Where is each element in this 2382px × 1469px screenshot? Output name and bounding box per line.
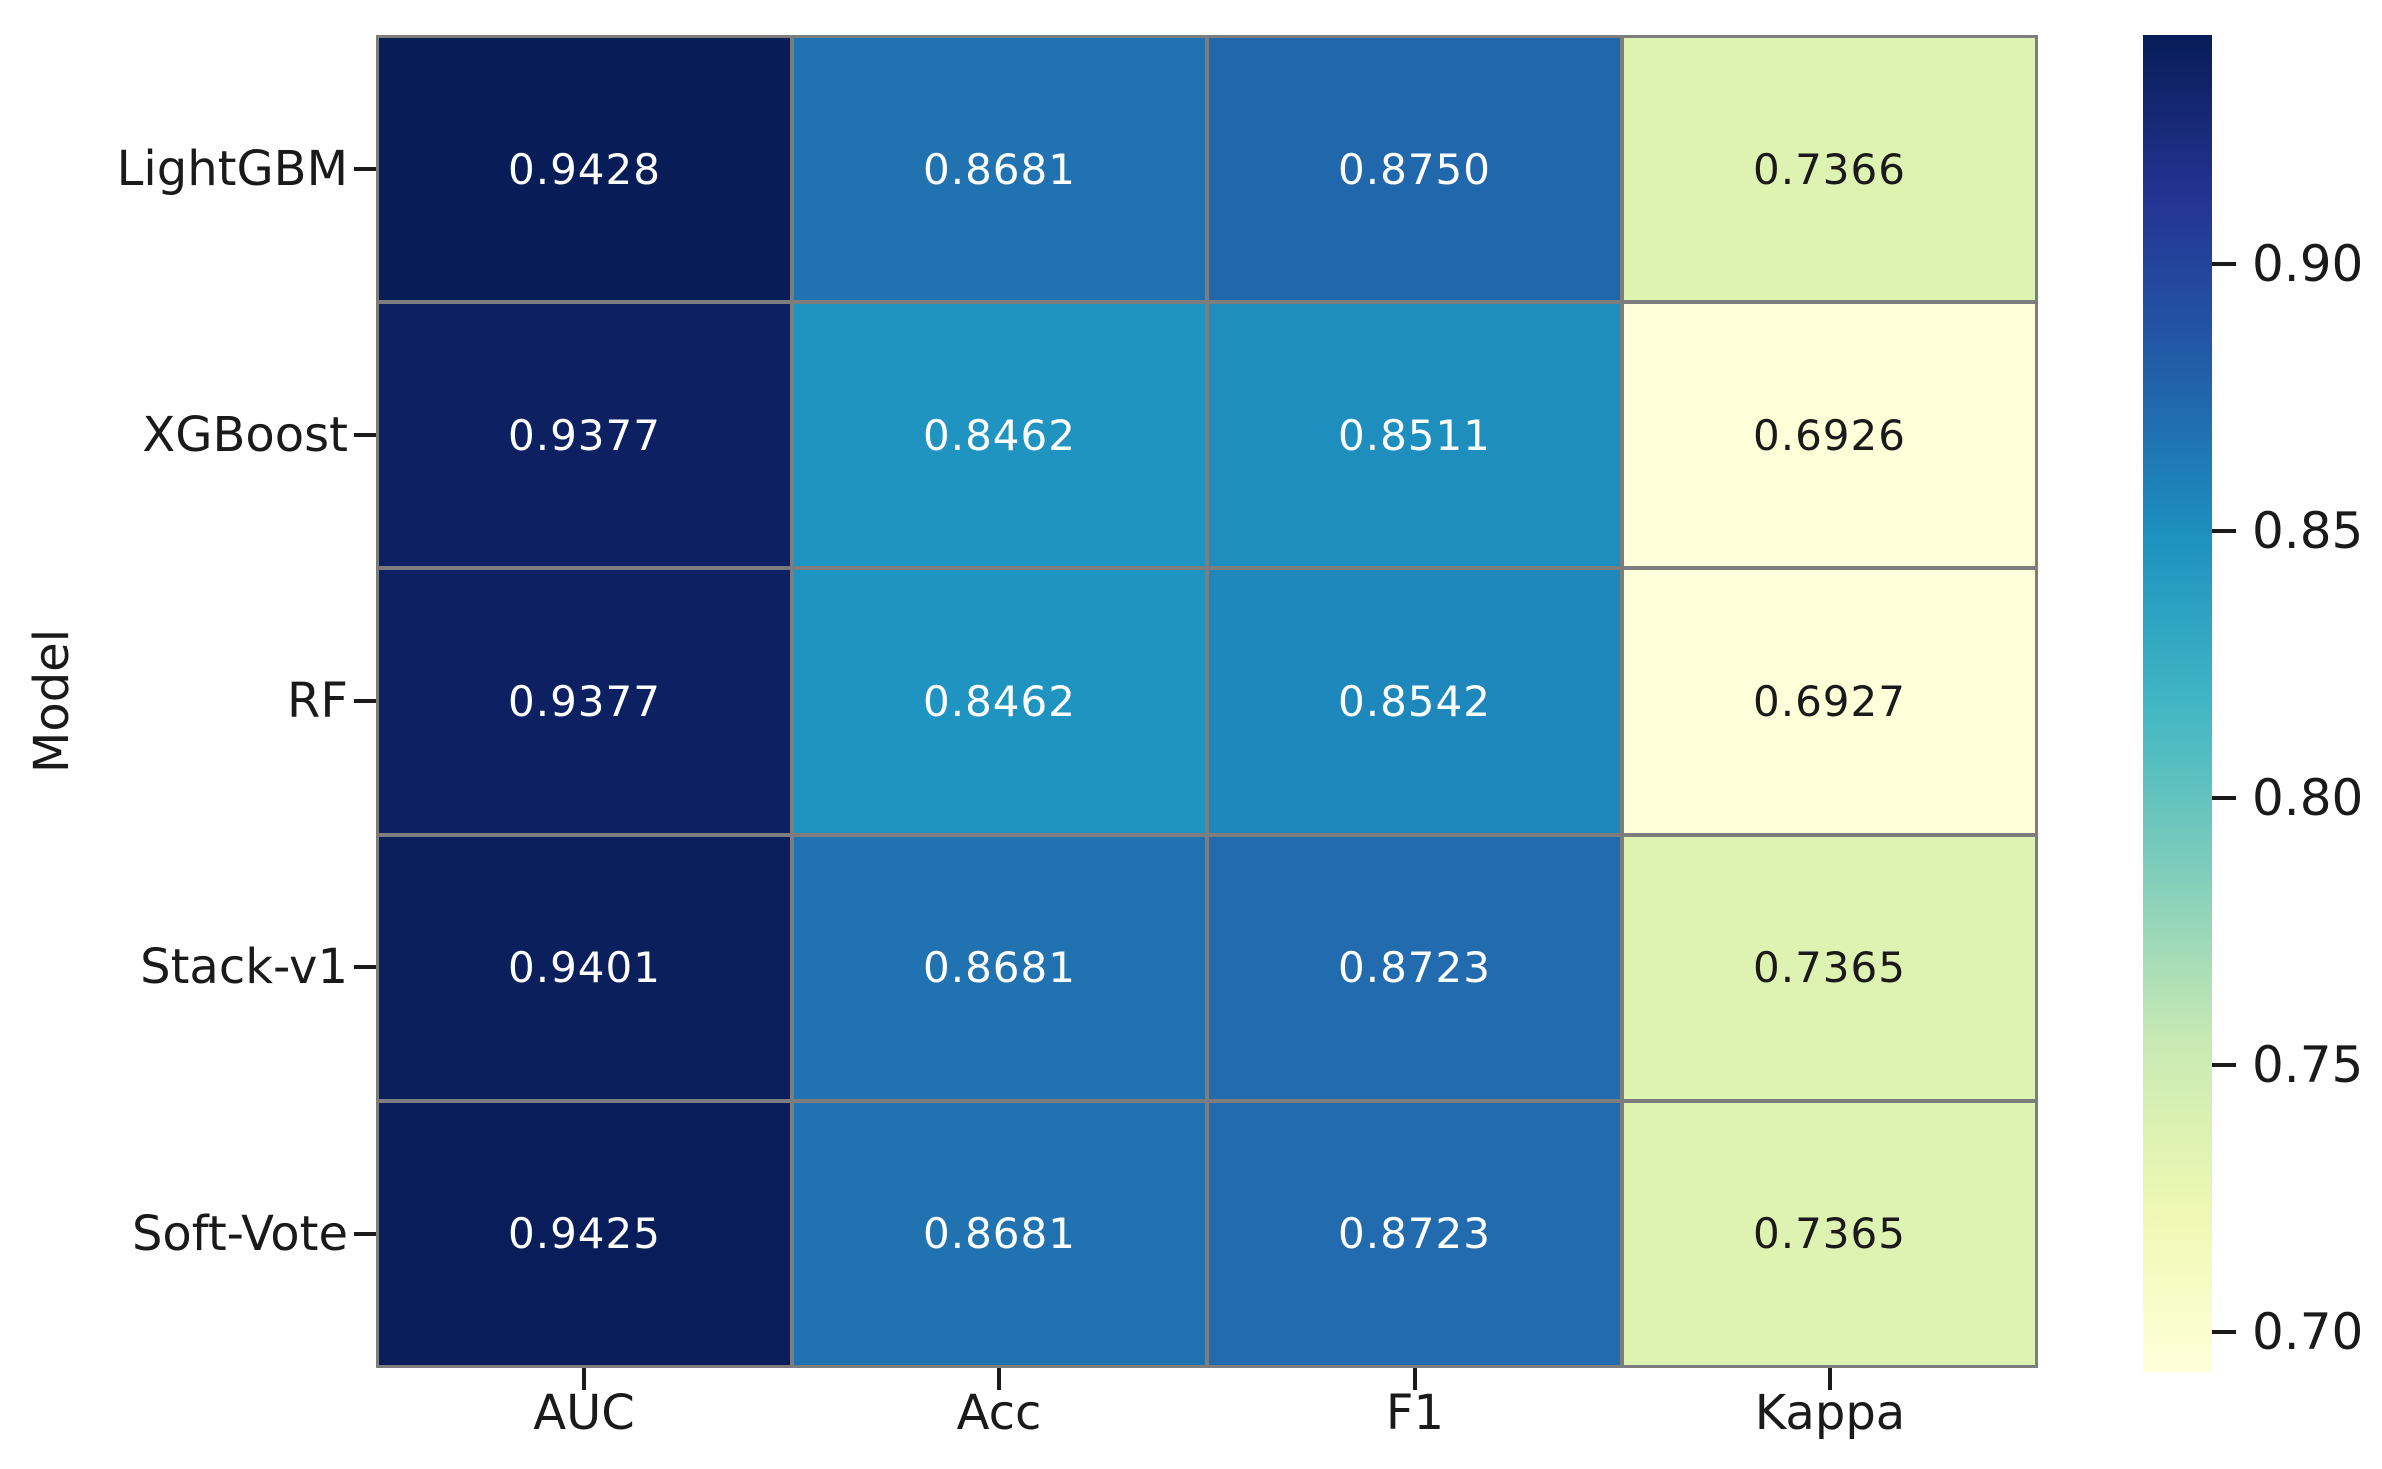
- x-tick-label: Acc: [956, 1385, 1042, 1441]
- colorbar-tick-label: 0.80: [2252, 769, 2364, 827]
- heatmap-cell: 0.9428: [379, 38, 790, 301]
- x-axis-tick: [582, 1368, 586, 1390]
- colorbar-tick-label: 0.70: [2252, 1303, 2364, 1361]
- heatmap-cell: 0.8511: [1209, 304, 1620, 567]
- y-axis-tick: [354, 965, 376, 969]
- x-axis-tick: [1413, 1368, 1417, 1390]
- heatmap-cell: 0.8681: [794, 1102, 1205, 1365]
- colorbar-tick-label: 0.75: [2252, 1036, 2364, 1094]
- heatmap-grid: 0.9428 0.8681 0.8750 0.7366 0.9377 0.846…: [376, 35, 2038, 1368]
- heatmap-cell: 0.7365: [1624, 1102, 2035, 1365]
- colorbar-tick: [2212, 1330, 2236, 1334]
- colorbar-tick: [2212, 262, 2236, 266]
- heatmap-cell: 0.9377: [379, 570, 790, 833]
- y-axis-tick: [354, 699, 376, 703]
- heatmap-cell: 0.7366: [1624, 38, 2035, 301]
- heatmap-cell: 0.8723: [1209, 836, 1620, 1099]
- x-tick-label: F1: [1385, 1385, 1445, 1441]
- colorbar-tick: [2212, 796, 2236, 800]
- heatmap-cell: 0.8723: [1209, 1102, 1620, 1365]
- x-tick-label: Kappa: [1754, 1385, 1906, 1441]
- heatmap-cell: 0.7365: [1624, 836, 2035, 1099]
- colorbar: [2143, 35, 2212, 1372]
- heatmap-cell: 0.9425: [379, 1102, 790, 1365]
- heatmap-cell: 0.8462: [794, 570, 1205, 833]
- y-tick-label: XGBoost: [142, 407, 348, 463]
- y-axis-tick: [354, 167, 376, 171]
- heatmap-cell: 0.8681: [794, 38, 1205, 301]
- heatmap-cell: 0.8542: [1209, 570, 1620, 833]
- y-axis-tick: [354, 433, 376, 437]
- x-axis-tick: [1828, 1368, 1832, 1390]
- heatmap-cell: 0.8681: [794, 836, 1205, 1099]
- y-tick-label: Stack-v1: [140, 939, 348, 995]
- y-axis-tick: [354, 1232, 376, 1236]
- heatmap-cell: 0.9377: [379, 304, 790, 567]
- heatmap-cell: 0.9401: [379, 836, 790, 1099]
- y-tick-label: Soft-Vote: [131, 1206, 348, 1262]
- heatmap-cell: 0.6926: [1624, 304, 2035, 567]
- colorbar-tick-label: 0.85: [2252, 502, 2364, 560]
- colorbar-tick: [2212, 1063, 2236, 1067]
- colorbar-tick-label: 0.90: [2252, 235, 2364, 293]
- y-tick-label: RF: [287, 673, 348, 729]
- y-tick-label: LightGBM: [116, 141, 348, 197]
- colorbar-tick: [2212, 529, 2236, 533]
- x-axis-tick: [997, 1368, 1001, 1390]
- x-tick-label: AUC: [533, 1385, 635, 1441]
- heatmap-cell: 0.6927: [1624, 570, 2035, 833]
- heatmap-cell: 0.8750: [1209, 38, 1620, 301]
- heatmap-cell: 0.8462: [794, 304, 1205, 567]
